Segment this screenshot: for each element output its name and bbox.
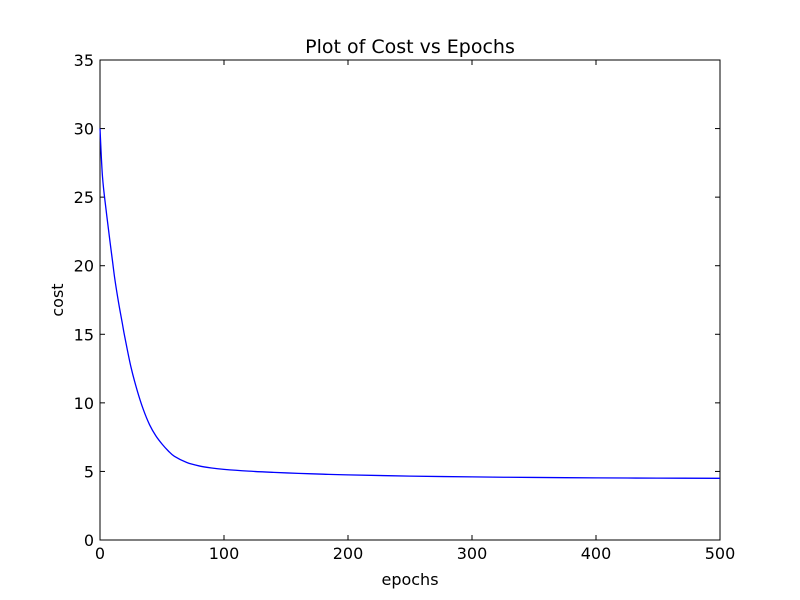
x-tick-label: 500 (705, 544, 736, 563)
y-tick-label: 0 (84, 531, 94, 550)
x-tick-label: 200 (333, 544, 364, 563)
tick-labels: 0 100 200 300 400 500 0 5 10 15 20 25 30 35 (74, 51, 736, 563)
y-tick-label: 35 (74, 51, 94, 70)
y-tick-label: 25 (74, 188, 94, 207)
y-tick-label: 20 (74, 257, 94, 276)
x-tick-label: 300 (457, 544, 488, 563)
chart-title: Plot of Cost vs Epochs (305, 36, 515, 58)
x-tick-label: 400 (581, 544, 612, 563)
cost-series-line (99, 128, 721, 479)
y-tick-label: 30 (74, 120, 94, 139)
x-axis-label: epochs (381, 570, 438, 589)
plot-area-frame (99, 59, 721, 541)
y-tick-label: 5 (84, 462, 94, 481)
y-tick-label: 10 (74, 394, 94, 413)
x-tick-label: 100 (209, 544, 240, 563)
x-tick-label: 0 (95, 544, 105, 563)
y-tick-label: 15 (74, 325, 94, 344)
tick-marks (99, 59, 721, 541)
y-axis-label: cost (48, 283, 67, 316)
